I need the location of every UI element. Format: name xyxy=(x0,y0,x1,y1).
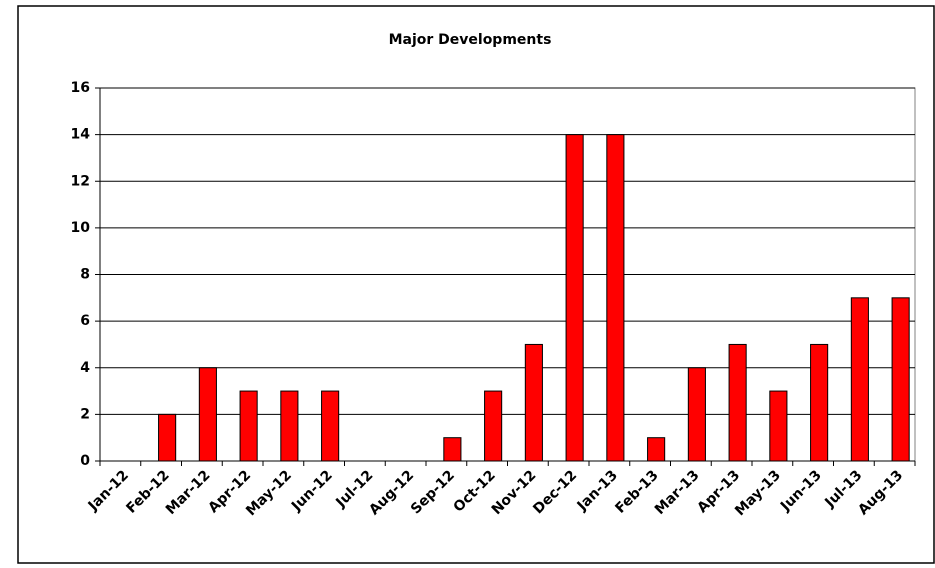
bar xyxy=(443,437,462,462)
y-tick-label: 12 xyxy=(71,173,90,189)
y-tick-label: 2 xyxy=(80,406,90,422)
bar xyxy=(239,390,258,462)
bar xyxy=(810,343,829,462)
y-tick-label: 10 xyxy=(71,220,91,236)
bar xyxy=(891,297,910,462)
bar xyxy=(158,413,177,462)
bar xyxy=(280,390,299,462)
y-tick-label: 14 xyxy=(71,127,91,143)
y-tick-label: 8 xyxy=(80,267,90,283)
y-tick-label: 6 xyxy=(80,313,90,329)
bar xyxy=(524,343,543,462)
bar xyxy=(198,367,217,462)
chart-title: Major Developments xyxy=(389,32,552,48)
y-tick-label: 16 xyxy=(71,80,90,96)
y-tick-label: 4 xyxy=(80,360,90,376)
bar xyxy=(850,297,869,462)
bar xyxy=(728,343,747,462)
bar xyxy=(769,390,788,462)
y-tick-label: 0 xyxy=(80,453,90,469)
bar xyxy=(565,134,584,462)
bar xyxy=(321,390,340,462)
bar xyxy=(606,134,625,462)
bar xyxy=(484,390,503,462)
bar xyxy=(647,437,666,462)
bar xyxy=(687,367,706,462)
